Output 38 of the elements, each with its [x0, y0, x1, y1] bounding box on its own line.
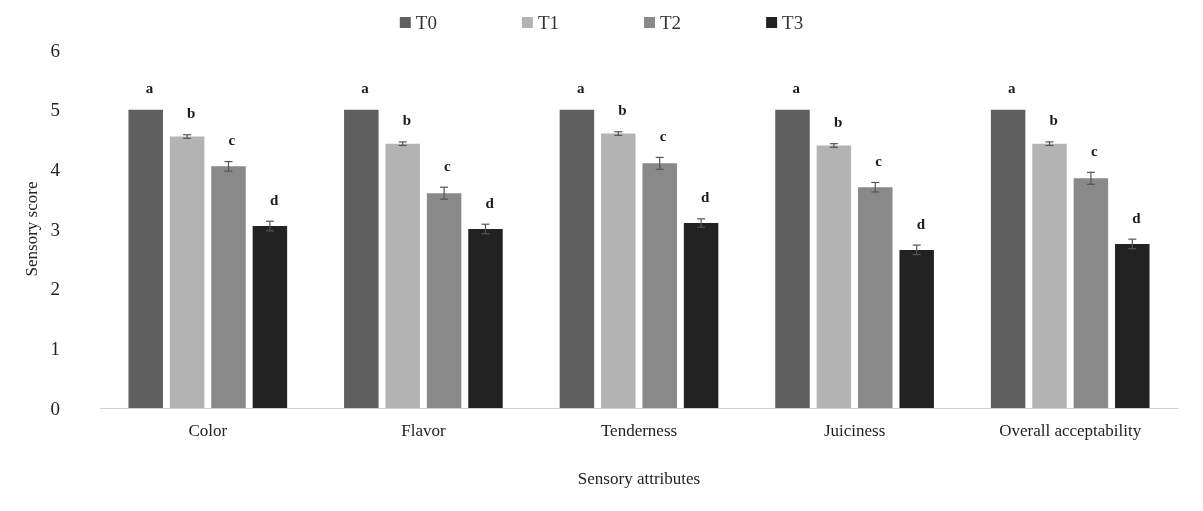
data-label: c	[659, 127, 667, 144]
data-label: a	[361, 80, 370, 97]
x-tick-label: Color	[188, 421, 228, 440]
data-label: a	[1008, 80, 1017, 97]
y-tick-label: 1	[50, 337, 60, 359]
legend-label: T3	[782, 12, 804, 33]
data-label: c	[1090, 142, 1098, 159]
x-tick-label: Overall acceptability	[999, 421, 1142, 440]
legend-label: T0	[415, 12, 437, 33]
legend-label: T2	[660, 12, 682, 33]
data-label: b	[402, 112, 412, 129]
y-tick-label: 3	[50, 218, 60, 240]
data-label: d	[701, 189, 711, 206]
data-label: a	[576, 80, 585, 97]
y-tick-label: 5	[50, 99, 60, 121]
data-label: d	[485, 194, 495, 211]
data-label: c	[228, 132, 236, 149]
data-label: d	[916, 215, 926, 232]
y-tick-label: 0	[50, 397, 60, 419]
data-label: c	[444, 157, 452, 174]
data-label: d	[269, 191, 279, 208]
data-label: b	[187, 105, 196, 122]
y-tick-label: 6	[50, 39, 60, 61]
y-axis-title: Sensory score	[21, 181, 41, 277]
y-tick-label: 4	[50, 158, 61, 180]
x-tick-label: Flavor	[401, 421, 446, 440]
data-label: a	[792, 80, 801, 97]
x-tick-label: Tenderness	[600, 421, 678, 440]
y-tick-label: 2	[50, 278, 60, 300]
x-tick-label: Juiciness	[823, 421, 886, 440]
data-label: a	[145, 80, 154, 97]
data-label: b	[833, 114, 843, 131]
data-label: b	[618, 102, 627, 119]
x-axis-title: Sensory attributes	[577, 469, 701, 488]
data-label: c	[875, 152, 883, 169]
data-label: b	[1049, 112, 1058, 129]
data-label: d	[1132, 209, 1142, 226]
legend-label: T1	[537, 12, 559, 33]
